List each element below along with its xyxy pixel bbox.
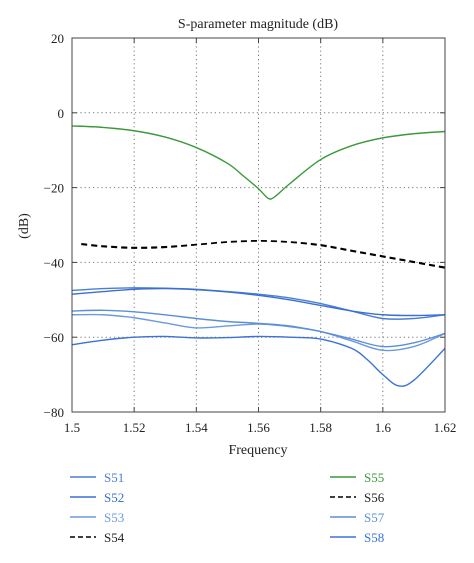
series-lines [71,125,446,387]
chart-title: S-parameter magnitude (dB) [178,17,339,32]
x-tick-label: 1.5 [64,420,80,435]
x-tick-label: 1.62 [434,420,457,435]
series-line-s58 [71,335,446,387]
series-line-s52 [71,287,446,317]
y-tick-label: −60 [44,330,64,345]
legend-label-s51: S51 [104,470,124,485]
series-line-s57 [71,309,446,348]
series-line-s54 [81,240,446,269]
legend-label-s53: S53 [104,510,124,525]
series-line-s51 [71,287,446,320]
y-tick-label: 0 [58,106,65,121]
x-tick-label: 1.56 [247,420,270,435]
legend-label-s58: S58 [364,530,384,545]
legend-label-s54: S54 [104,530,125,545]
plot-area-frame [71,37,446,413]
y-tick-label: −80 [44,405,64,420]
legend-label-s57: S57 [364,510,385,525]
x-axis-label: Frequency [228,443,287,458]
axis-ticks: 1.5 1.52 1.54 1.56 1.58 1.6 1.62 20 0 −20 −40 −60 −8… [44,31,457,435]
x-tick-label: 1.54 [185,420,208,435]
grid [72,38,445,412]
y-tick-label: 20 [51,31,64,46]
legend-label-s55: S55 [364,470,384,485]
legend: S51 S52 S53 S54 S55 S56 S57 S58 [70,470,385,545]
x-tick-label: 1.6 [375,420,392,435]
x-tick-label: 1.52 [123,420,146,435]
series-line-s56 [81,240,446,268]
y-tick-label: −20 [44,181,64,196]
y-tick-label: −40 [44,255,64,270]
legend-label-s52: S52 [104,490,124,505]
y-axis-label: (dB) [17,213,32,239]
legend-label-s56: S56 [364,490,385,505]
series-line-s53 [71,313,446,352]
x-tick-label: 1.58 [309,420,332,435]
series-line-s55 [71,125,446,200]
